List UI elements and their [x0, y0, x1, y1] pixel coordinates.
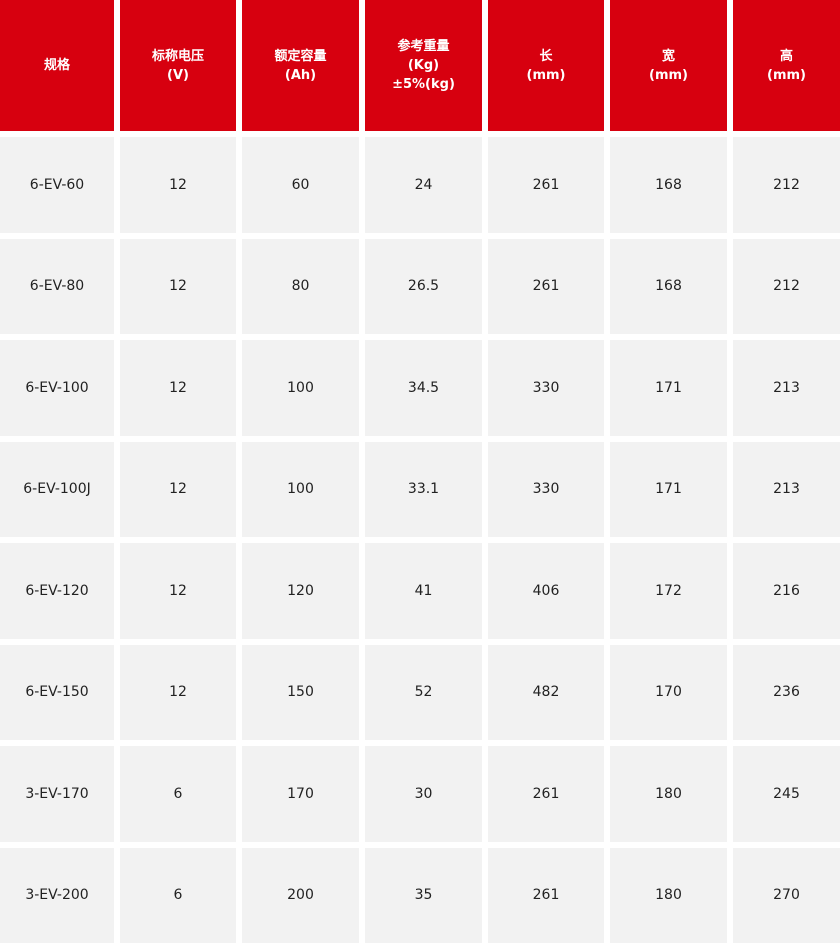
cell-capacity: 120 [242, 543, 359, 639]
cell-width: 180 [610, 848, 727, 943]
cell-height: 245 [733, 746, 840, 842]
cell-weight: 52 [365, 645, 482, 741]
cell-voltage: 12 [120, 137, 236, 233]
cell-spec: 3-EV-170 [0, 746, 114, 842]
cell-width: 180 [610, 746, 727, 842]
cell-weight: 35 [365, 848, 482, 943]
cell-height: 213 [733, 442, 840, 538]
cell-weight: 33.1 [365, 442, 482, 538]
cell-voltage: 12 [120, 543, 236, 639]
cell-width: 168 [610, 137, 727, 233]
cell-width: 170 [610, 645, 727, 741]
cell-weight: 30 [365, 746, 482, 842]
cell-length: 261 [488, 746, 604, 842]
cell-height: 212 [733, 239, 840, 335]
cell-weight: 24 [365, 137, 482, 233]
header-weight: 参考重量 (Kg) ±5%(kg) [365, 0, 482, 131]
cell-height: 216 [733, 543, 840, 639]
cell-height: 236 [733, 645, 840, 741]
header-capacity: 额定容量 (Ah) [242, 0, 359, 131]
cell-length: 261 [488, 137, 604, 233]
cell-voltage: 12 [120, 442, 236, 538]
cell-width: 172 [610, 543, 727, 639]
cell-voltage: 12 [120, 645, 236, 741]
header-spec: 规格 [0, 0, 114, 131]
cell-capacity: 100 [242, 442, 359, 538]
cell-capacity: 80 [242, 239, 359, 335]
cell-height: 270 [733, 848, 840, 943]
cell-spec: 6-EV-150 [0, 645, 114, 741]
cell-capacity: 100 [242, 340, 359, 436]
cell-capacity: 170 [242, 746, 359, 842]
cell-spec: 6-EV-100J [0, 442, 114, 538]
cell-spec: 6-EV-60 [0, 137, 114, 233]
cell-width: 171 [610, 442, 727, 538]
cell-width: 171 [610, 340, 727, 436]
header-width: 宽 (mm) [610, 0, 727, 131]
cell-capacity: 200 [242, 848, 359, 943]
cell-length: 261 [488, 239, 604, 335]
cell-spec: 6-EV-100 [0, 340, 114, 436]
cell-length: 261 [488, 848, 604, 943]
cell-height: 213 [733, 340, 840, 436]
cell-weight: 26.5 [365, 239, 482, 335]
cell-spec: 3-EV-200 [0, 848, 114, 943]
cell-voltage: 12 [120, 239, 236, 335]
cell-width: 168 [610, 239, 727, 335]
cell-capacity: 60 [242, 137, 359, 233]
cell-height: 212 [733, 137, 840, 233]
cell-capacity: 150 [242, 645, 359, 741]
cell-weight: 41 [365, 543, 482, 639]
header-voltage: 标称电压 (V) [120, 0, 236, 131]
header-height: 高 (mm) [733, 0, 840, 131]
cell-voltage: 6 [120, 746, 236, 842]
header-length: 长 (mm) [488, 0, 604, 131]
cell-voltage: 12 [120, 340, 236, 436]
cell-spec: 6-EV-80 [0, 239, 114, 335]
cell-length: 482 [488, 645, 604, 741]
cell-voltage: 6 [120, 848, 236, 943]
cell-length: 330 [488, 442, 604, 538]
cell-spec: 6-EV-120 [0, 543, 114, 639]
cell-length: 406 [488, 543, 604, 639]
cell-length: 330 [488, 340, 604, 436]
cell-weight: 34.5 [365, 340, 482, 436]
